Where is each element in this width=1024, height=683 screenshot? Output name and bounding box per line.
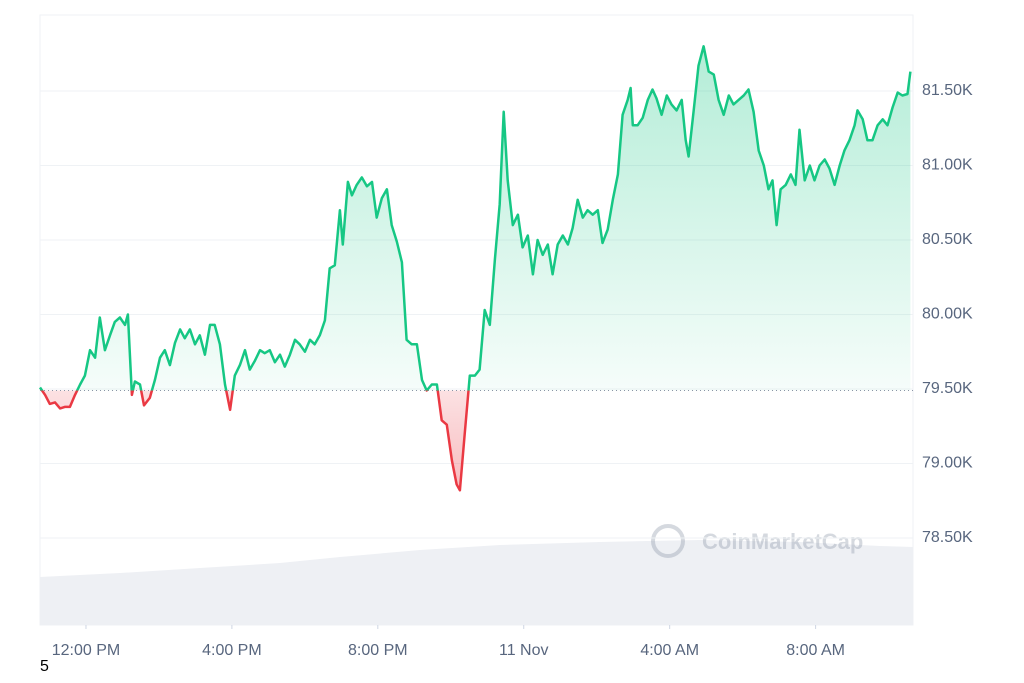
- x-tick-label: 8:00 AM: [786, 642, 845, 659]
- x-tick-label: 8:00 PM: [348, 642, 408, 659]
- footnote: 5: [40, 658, 49, 675]
- volume-area: [40, 540, 913, 625]
- area: [40, 46, 911, 491]
- y-tick-label: 78.50K: [922, 529, 973, 546]
- y-tick-label: 79.00K: [922, 455, 973, 472]
- x-tick-label: 12:00 PM: [52, 642, 120, 659]
- x-tick-label: 4:00 AM: [640, 642, 699, 659]
- x-tick-label: 4:00 PM: [202, 642, 262, 659]
- y-tick-label: 81.00K: [922, 157, 973, 174]
- y-tick-label: 80.50K: [922, 231, 973, 248]
- price-line: [38, 45, 912, 492]
- y-tick-label: 80.00K: [922, 306, 973, 323]
- watermark-text: CoinMarketCap: [702, 529, 863, 554]
- y-tick-label: 79.50K: [922, 380, 973, 397]
- x-tick-label: 11 Nov: [499, 642, 549, 659]
- y-tick-label: 81.50K: [922, 82, 973, 99]
- watermark: CoinMarketCap: [651, 524, 863, 558]
